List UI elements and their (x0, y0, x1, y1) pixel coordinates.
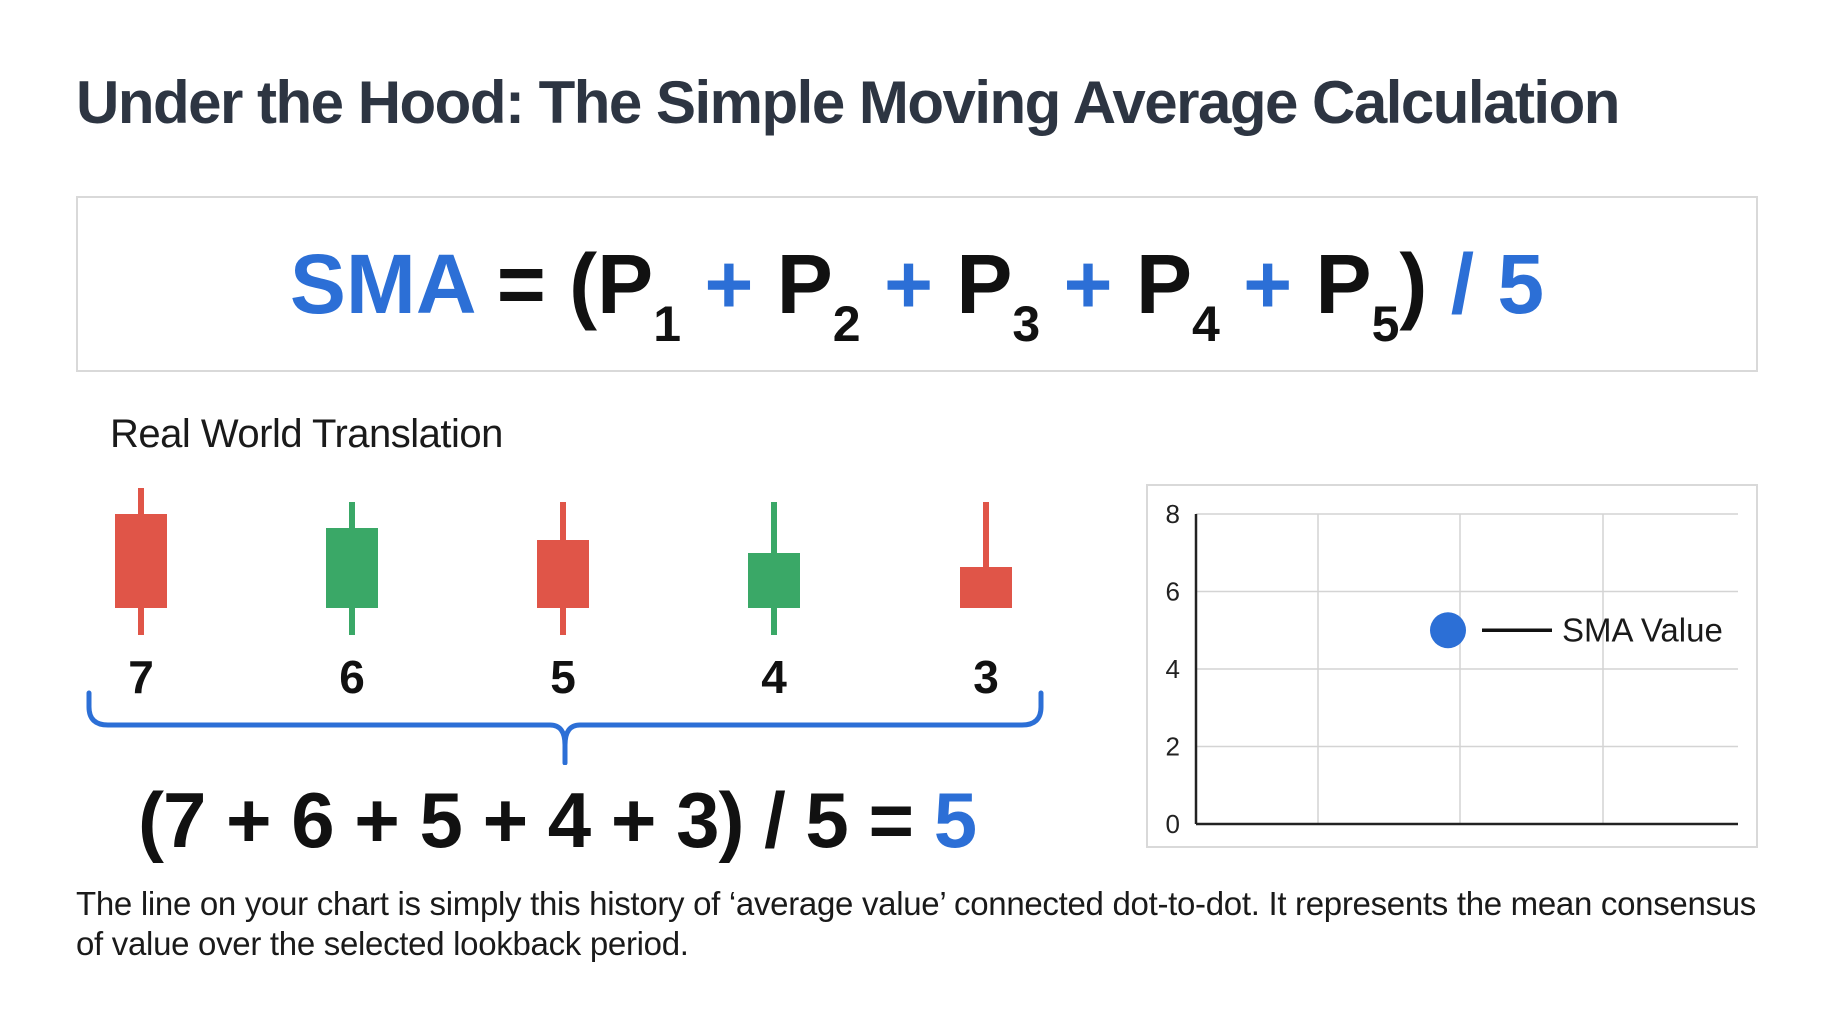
candle-4 (748, 502, 800, 635)
candle-2 (326, 502, 378, 635)
formula-open-paren: ( (569, 237, 598, 331)
sma-chart-panel: 0 2 4 6 8 SMA Value (1146, 484, 1758, 848)
candle-1 (115, 488, 167, 635)
candle-body (537, 540, 589, 608)
formula-term-3: P3 (956, 237, 1041, 352)
price-label-2: 6 (339, 651, 365, 703)
candle-body (748, 553, 800, 608)
formula-term-1: P1 (597, 237, 681, 352)
formula-term-4: P4 (1135, 237, 1220, 352)
sma-chart: 0 2 4 6 8 SMA Value (1166, 499, 1738, 839)
y-tick-label: 6 (1166, 577, 1180, 607)
price-label-3: 5 (550, 651, 576, 703)
candle-3 (537, 502, 589, 635)
formula-divisor: / 5 (1450, 237, 1545, 331)
candle-body (960, 567, 1012, 608)
sma-formula: SMA = (P1 + P2 + P3 + P4 + P5) / 5 (290, 242, 1544, 349)
price-label-4: 4 (761, 651, 787, 703)
section-label: Real World Translation (110, 412, 503, 456)
candlestick-row (115, 488, 1012, 635)
formula-close-paren: ) (1399, 237, 1428, 331)
calculation: (7 + 6 + 5 + 4 + 3) / 5 = 5 (138, 775, 977, 866)
calculation-result: 5 (933, 776, 977, 864)
calculation-expression: (7 + 6 + 5 + 4 + 3) / 5 = (138, 776, 914, 864)
y-tick-label: 2 (1166, 732, 1180, 762)
price-label-5: 3 (973, 651, 999, 703)
sma-data-point (1430, 612, 1466, 649)
candle-body (115, 514, 167, 608)
formula-box: SMA = (P1 + P2 + P3 + P4 + P5) / 5 (76, 196, 1758, 372)
price-label-1: 7 (128, 651, 154, 703)
candle-5 (960, 502, 1012, 608)
formula-term-5: P5 (1315, 237, 1400, 352)
footer-text: The line on your chart is simply this hi… (76, 885, 1756, 962)
formula-plus: + (883, 237, 933, 331)
y-tick-label: 0 (1166, 809, 1180, 839)
formula-equals: = (496, 237, 546, 331)
formula-plus: + (1243, 237, 1293, 331)
curly-brace (86, 690, 1044, 765)
y-tick-label: 8 (1166, 499, 1180, 529)
y-tick-label: 4 (1166, 654, 1180, 684)
page-title: Under the Hood: The Simple Moving Averag… (76, 69, 1620, 136)
candle-body (326, 528, 378, 608)
formula-plus: + (704, 237, 754, 331)
formula-plus: + (1063, 237, 1113, 331)
legend-label: SMA Value (1562, 611, 1723, 648)
formula-term-2: P2 (776, 237, 861, 352)
formula-lhs: SMA (289, 237, 474, 331)
